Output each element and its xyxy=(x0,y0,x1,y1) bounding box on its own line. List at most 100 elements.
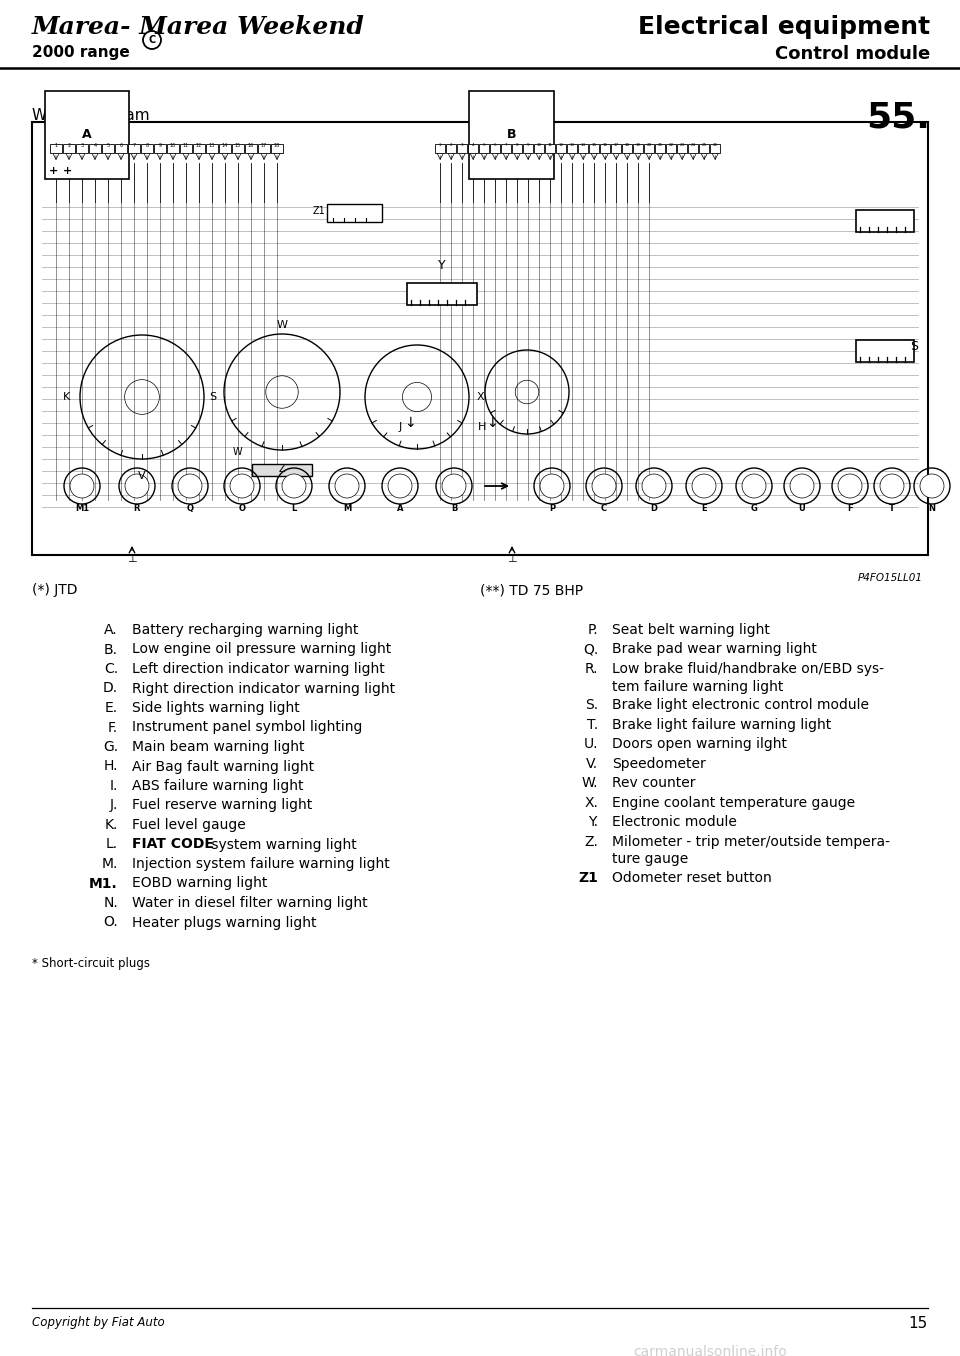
Bar xyxy=(501,144,511,153)
Text: ↓: ↓ xyxy=(404,416,416,430)
Bar xyxy=(154,144,166,153)
Text: X: X xyxy=(477,392,485,401)
Circle shape xyxy=(125,475,149,498)
Text: C: C xyxy=(601,504,607,513)
Text: 10: 10 xyxy=(170,142,176,148)
Text: (*) JTD: (*) JTD xyxy=(32,583,78,597)
Text: 1: 1 xyxy=(439,142,442,146)
Bar xyxy=(479,144,490,153)
Text: Y: Y xyxy=(438,259,445,273)
Text: 2: 2 xyxy=(450,142,452,146)
Text: Z1: Z1 xyxy=(578,871,598,884)
Text: G: G xyxy=(751,504,757,513)
Text: 18: 18 xyxy=(625,142,630,146)
Bar xyxy=(589,144,599,153)
Text: Y.: Y. xyxy=(588,815,598,829)
Text: R: R xyxy=(133,504,140,513)
Text: X.: X. xyxy=(584,796,598,810)
Bar xyxy=(644,144,654,153)
Text: Fuel reserve warning light: Fuel reserve warning light xyxy=(132,799,312,812)
Bar xyxy=(89,144,101,153)
Circle shape xyxy=(282,475,306,498)
Bar xyxy=(180,144,192,153)
Bar xyxy=(634,144,643,153)
Text: +: + xyxy=(62,165,72,176)
Text: P4FO15LL01: P4FO15LL01 xyxy=(858,574,923,583)
Text: E: E xyxy=(701,504,707,513)
Text: C: C xyxy=(149,35,156,45)
Circle shape xyxy=(692,475,716,498)
Bar xyxy=(666,144,676,153)
Text: Z: Z xyxy=(278,464,285,475)
Text: R.: R. xyxy=(585,662,598,677)
Text: D.: D. xyxy=(103,682,118,696)
Text: Z1: Z1 xyxy=(312,206,325,216)
Circle shape xyxy=(335,475,359,498)
Text: Speedometer: Speedometer xyxy=(612,757,706,770)
Text: ⊥: ⊥ xyxy=(127,555,137,564)
Text: 14: 14 xyxy=(222,142,228,148)
Text: 7: 7 xyxy=(132,142,135,148)
Circle shape xyxy=(920,475,944,498)
Text: Seat belt warning light: Seat belt warning light xyxy=(612,622,770,637)
Circle shape xyxy=(880,475,904,498)
Text: W: W xyxy=(232,447,242,457)
Bar xyxy=(219,144,231,153)
Bar xyxy=(435,144,445,153)
Circle shape xyxy=(742,475,766,498)
Text: W: W xyxy=(276,320,287,330)
Text: Fuel level gauge: Fuel level gauge xyxy=(132,818,246,833)
Circle shape xyxy=(838,475,862,498)
Text: S: S xyxy=(209,392,216,401)
Text: 1: 1 xyxy=(55,142,58,148)
Text: K: K xyxy=(62,392,70,401)
Text: 15: 15 xyxy=(591,142,597,146)
Text: D: D xyxy=(651,504,658,513)
Text: 4: 4 xyxy=(93,142,97,148)
Text: 12: 12 xyxy=(196,142,203,148)
Text: * Short-circuit plugs: * Short-circuit plugs xyxy=(32,957,150,970)
Text: 12: 12 xyxy=(559,142,564,146)
Text: 55.: 55. xyxy=(866,100,930,134)
Bar xyxy=(556,144,566,153)
Bar xyxy=(327,203,382,222)
Text: H.: H. xyxy=(104,759,118,773)
Text: H: H xyxy=(478,422,486,433)
Text: 2000 range: 2000 range xyxy=(32,45,130,60)
Text: N.: N. xyxy=(104,896,118,910)
Text: M: M xyxy=(343,504,351,513)
Text: O: O xyxy=(238,504,246,513)
Text: 16: 16 xyxy=(603,142,608,146)
Circle shape xyxy=(540,475,564,498)
Text: Battery recharging warning light: Battery recharging warning light xyxy=(132,622,358,637)
Text: M1: M1 xyxy=(75,504,89,513)
Text: Air Bag fault warning light: Air Bag fault warning light xyxy=(132,759,314,773)
Bar xyxy=(245,144,257,153)
Text: A.: A. xyxy=(105,622,118,637)
Text: B.: B. xyxy=(104,643,118,656)
Circle shape xyxy=(790,475,814,498)
Text: M.: M. xyxy=(102,857,118,871)
Bar xyxy=(63,144,75,153)
Text: W.: W. xyxy=(582,776,598,791)
Bar xyxy=(567,144,577,153)
Text: +: + xyxy=(48,165,58,176)
Text: J.: J. xyxy=(109,799,118,812)
Bar xyxy=(710,144,720,153)
Text: P.: P. xyxy=(588,622,598,637)
Bar xyxy=(206,144,218,153)
Bar xyxy=(856,340,914,362)
Text: Brake pad wear warning light: Brake pad wear warning light xyxy=(612,643,817,656)
Text: V.: V. xyxy=(586,757,598,770)
Bar xyxy=(677,144,687,153)
Text: 17: 17 xyxy=(261,142,267,148)
Bar xyxy=(688,144,698,153)
Text: system warning light: system warning light xyxy=(207,838,357,852)
Text: 13: 13 xyxy=(569,142,575,146)
Bar xyxy=(655,144,665,153)
Text: 3: 3 xyxy=(81,142,84,148)
Text: Q: Q xyxy=(186,504,194,513)
Text: M1.: M1. xyxy=(89,876,118,891)
Text: 21: 21 xyxy=(658,142,662,146)
Text: 5: 5 xyxy=(107,142,109,148)
